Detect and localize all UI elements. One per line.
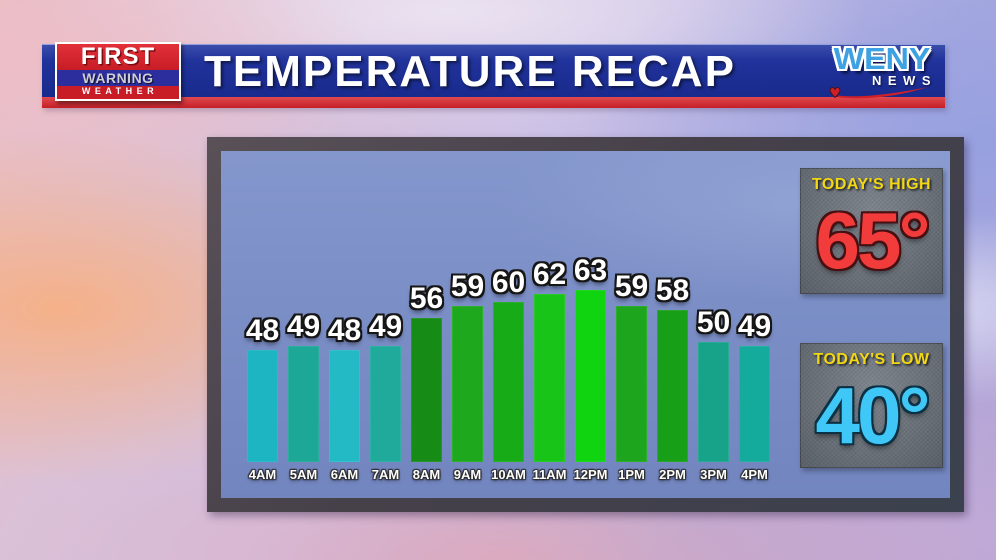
todays-low-label: TODAY'S LOW [813, 351, 930, 368]
temp-bar-column: 49 [368, 310, 403, 462]
page-title: TEMPERATURE RECAP [204, 47, 736, 96]
temp-bar-column: 59 [450, 270, 485, 462]
temp-bar [698, 342, 729, 462]
bar-hour-label: 4AM [248, 467, 277, 482]
temp-bar-column: 49 [737, 310, 772, 462]
bar-value-label: 49 [737, 310, 772, 343]
bar-hour-label: 7AM [371, 467, 400, 482]
temp-bar [370, 346, 401, 462]
temp-bar-column: 48 [327, 314, 362, 462]
logo-line-first: FIRST [57, 44, 179, 70]
temp-bar-column: 62 [532, 258, 567, 462]
temp-bar-column: 63 [573, 254, 608, 462]
temp-bar-column: 58 [655, 274, 690, 462]
bar-value-label: 59 [614, 270, 649, 303]
temp-bar [616, 306, 647, 462]
bar-hour-label: 6AM [330, 467, 359, 482]
todays-high-panel: TODAY'S HIGH 65° [800, 168, 943, 294]
chart-panel: 48 49 48 49 56 59 60 62 63 59 58 50 49 4AM 5AM 6AM 7AM 8… [207, 137, 964, 512]
bar-value-label: 63 [573, 254, 608, 287]
temp-bar-column: 49 [286, 310, 321, 462]
todays-high-value: 65° [815, 196, 931, 285]
header-blue-band [42, 44, 945, 97]
temp-bar-column: 59 [614, 270, 649, 462]
weny-logo-subtext: NEWS [872, 73, 937, 88]
bar-value-label: 49 [368, 310, 403, 343]
todays-low-value: 40° [815, 370, 931, 460]
bar-value-label: 50 [696, 306, 731, 339]
bars-row: 48 49 48 49 56 59 60 62 63 59 58 50 49 [245, 254, 772, 462]
temp-bar [575, 290, 606, 462]
bar-hour-label: 8AM [412, 467, 441, 482]
weny-logo-text: WENY [833, 41, 931, 76]
bar-value-label: 48 [327, 314, 362, 347]
bar-value-label: 62 [532, 258, 567, 291]
temp-bar [739, 346, 770, 462]
weny-logo-flourish [829, 87, 928, 99]
bar-value-label: 56 [409, 282, 444, 315]
temp-bar-column: 60 [491, 266, 526, 462]
temp-bar-column: 48 [245, 314, 280, 462]
temp-bar-column: 50 [696, 306, 731, 462]
bar-value-label: 48 [245, 314, 280, 347]
temp-bar [411, 318, 442, 462]
bar-value-label: 58 [655, 274, 690, 307]
todays-low-panel: TODAY'S LOW 40° [800, 343, 943, 468]
todays-high-label: TODAY'S HIGH [811, 176, 932, 193]
temp-bar-column: 56 [409, 282, 444, 462]
temp-bar [329, 350, 360, 462]
temp-bar [452, 306, 483, 462]
swoosh-icon [838, 87, 928, 99]
heart-icon [829, 87, 841, 99]
bar-hour-label: 10AM [491, 467, 526, 482]
bar-hour-label: 5AM [289, 467, 318, 482]
first-warning-weather-logo: FIRST WARNING WEATHER [55, 42, 181, 101]
bar-hour-label: 9AM [453, 467, 482, 482]
logo-line-warning: WARNING [57, 70, 179, 86]
bar-value-label: 59 [450, 270, 485, 303]
bar-hour-label: 2PM [659, 467, 686, 482]
temp-bar [534, 294, 565, 462]
header-red-stripe [42, 97, 945, 108]
bar-value-label: 60 [491, 266, 526, 299]
bar-hour-label: 4PM [741, 467, 768, 482]
hour-labels-row: 4AM 5AM 6AM 7AM 8AM 9AM 10AM 11AM 12PM 1PM 2PM 3PM 4… [247, 467, 770, 482]
weny-news-logo: WENY NEWS [827, 41, 937, 99]
logo-line-weather: WEATHER [57, 86, 179, 99]
temp-bar [657, 310, 688, 462]
temp-bar [247, 350, 278, 462]
bar-hour-label: 3PM [700, 467, 727, 482]
bar-value-label: 49 [286, 310, 321, 343]
header-bar: TEMPERATURE RECAP FIRST WARNING WEATHER … [42, 41, 945, 108]
bar-hour-label: 11AM [532, 467, 567, 482]
temp-bar [493, 302, 524, 462]
bar-hour-label: 1PM [618, 467, 645, 482]
bar-hour-label: 12PM [573, 467, 608, 482]
temp-bar [288, 346, 319, 462]
